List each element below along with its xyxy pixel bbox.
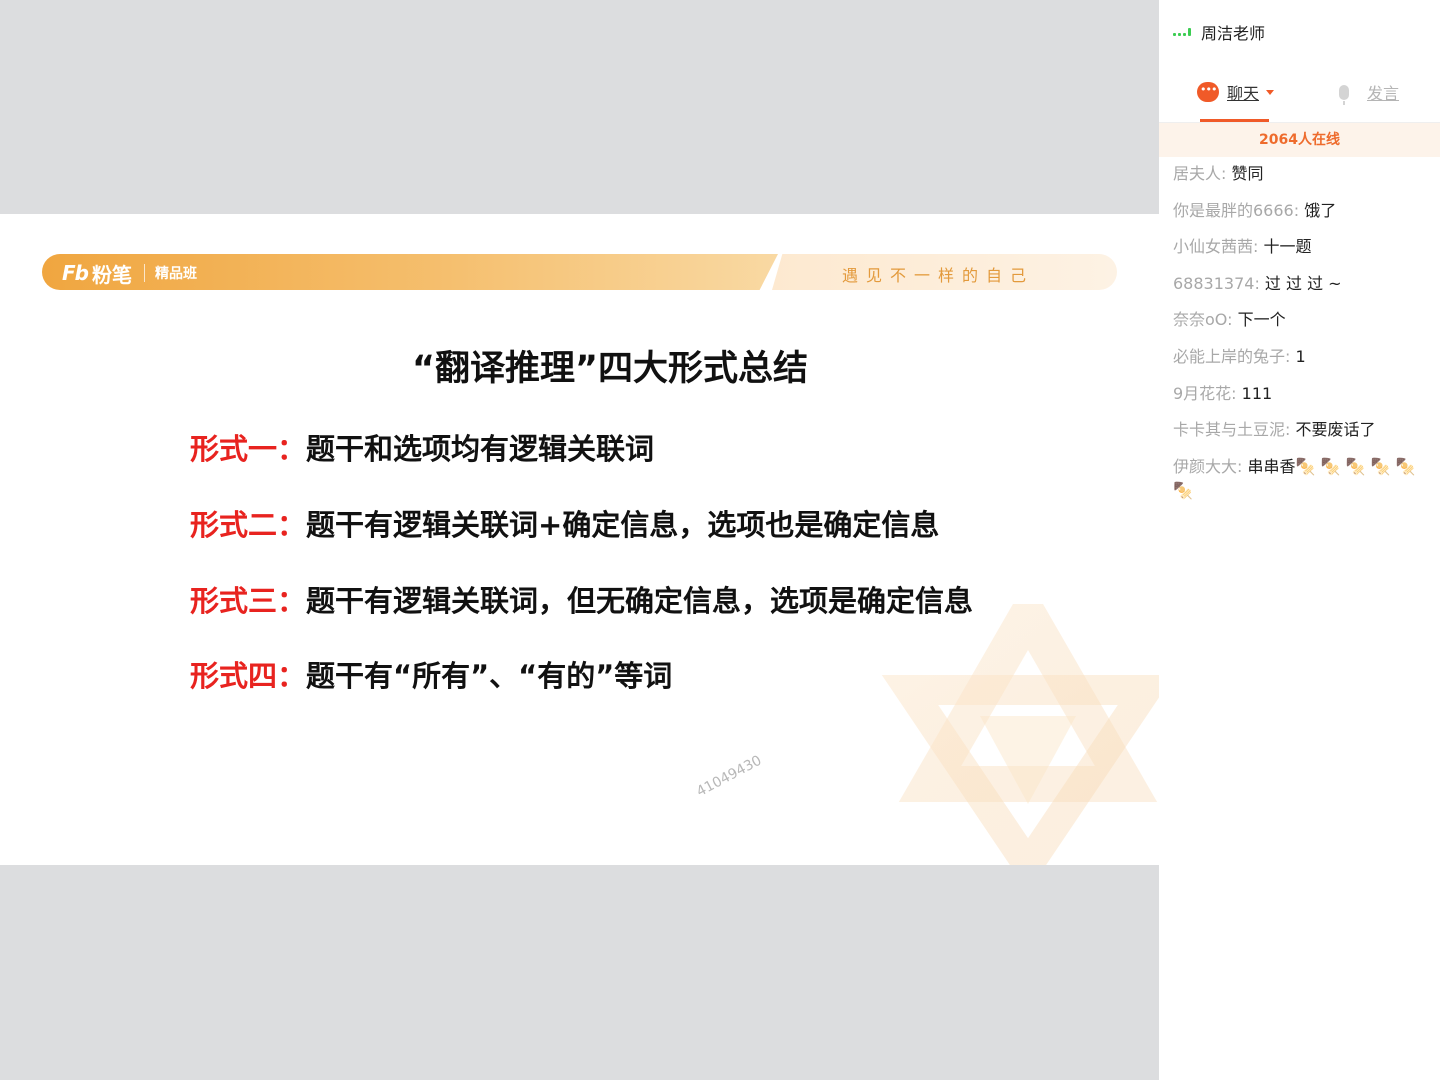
tab-speak-label: 发言 xyxy=(1367,84,1400,103)
teacher-info: 周洁老师 xyxy=(1173,20,1265,44)
message-text: 1 xyxy=(1295,346,1306,366)
sender-name: 9月花花: xyxy=(1173,383,1237,403)
slogan: 遇见不一样的自己 xyxy=(842,266,1035,285)
brand-logo: Fb 粉笔 精品班 xyxy=(62,261,197,287)
form-label: 形式一： xyxy=(190,432,307,466)
chat-bubble-icon xyxy=(1197,82,1219,102)
sender-name: 卡卡其与土豆泥: xyxy=(1173,420,1291,440)
message-text: 不要废话了 xyxy=(1295,420,1376,440)
tab-chat-label: 聊天 xyxy=(1227,84,1260,103)
panel-tabs: 聊天 发言 xyxy=(1159,62,1440,123)
sender-name: 伊颜大大: xyxy=(1173,456,1243,476)
sender-name: 68831374: xyxy=(1173,273,1260,293)
brand-mark: Fb xyxy=(62,261,89,285)
message-text: 十一题 xyxy=(1263,237,1312,257)
chat-message: 伊颜大大: 串串香🍢 🍢 🍢 🍢 🍢 🍢 xyxy=(1173,455,1429,503)
tab-speak[interactable]: 发言 xyxy=(1339,80,1400,105)
message-text: 下一个 xyxy=(1237,310,1286,330)
form-item-2: 形式二：题干有逻辑关联词+确定信息，选项也是确定信息 xyxy=(190,502,939,544)
slogan-banner xyxy=(772,254,1117,290)
brand-name: 粉笔 xyxy=(91,262,132,287)
teacher-name: 周洁老师 xyxy=(1201,24,1266,43)
online-count: 2064人在线 xyxy=(1159,123,1440,157)
watermark: 41049430 xyxy=(694,752,765,801)
message-text: 赞同 xyxy=(1231,164,1264,183)
decorative-star-graphic xyxy=(881,604,1159,865)
sender-name: 你是最胖的6666: xyxy=(1173,200,1300,220)
chat-message: 奈奈oO: 下一个 xyxy=(1173,308,1429,332)
form-text: 题干和选项均有逻辑关联词 xyxy=(306,432,655,466)
form-label: 形式三： xyxy=(190,584,307,618)
live-side-panel: 周洁老师 聊天 发言 2064人在线 居夫人: 赞同 你是最胖的6666: 饿了… xyxy=(1159,0,1440,1080)
microphone-icon xyxy=(1339,84,1349,105)
class-type: 精品班 xyxy=(154,266,197,282)
video-stage: Fb 粉笔 精品班 遇见不一样的自己 “翻译推理”四大形式总结 形式一：题干和选… xyxy=(0,214,1159,865)
chat-message: 68831374: 过 过 过 ~ xyxy=(1173,272,1429,296)
form-label: 形式四： xyxy=(190,659,307,693)
chat-message-list[interactable]: 居夫人: 赞同 你是最胖的6666: 饿了 小仙女茜茜: 十一题 6883137… xyxy=(1173,162,1429,515)
signal-icon xyxy=(1173,28,1191,36)
slide-title: “翻译推理”四大形式总结 xyxy=(411,349,808,389)
logo-divider xyxy=(143,264,145,282)
message-text: 111 xyxy=(1241,383,1273,403)
form-item-4: 形式四：题干有“所有”、“有的”等词 xyxy=(190,653,672,695)
chat-message: 必能上岸的兔子: 1 xyxy=(1173,345,1429,369)
form-text: 题干有逻辑关联词+确定信息，选项也是确定信息 xyxy=(306,508,940,542)
form-text: 题干有“所有”、“有的”等词 xyxy=(306,659,673,693)
active-tab-indicator xyxy=(1200,119,1269,122)
sender-name: 居夫人: xyxy=(1173,164,1227,183)
form-label: 形式二： xyxy=(190,508,307,542)
chevron-down-icon[interactable] xyxy=(1266,89,1275,95)
chat-message: 居夫人: 赞同 xyxy=(1173,162,1429,186)
sender-name: 奈奈oO: xyxy=(1173,310,1233,330)
presentation-slide: Fb 粉笔 精品班 遇见不一样的自己 “翻译推理”四大形式总结 形式一：题干和选… xyxy=(0,214,1159,865)
form-text: 题干有逻辑关联词，但无确定信息，选项是确定信息 xyxy=(306,584,974,618)
chat-message: 你是最胖的6666: 饿了 xyxy=(1173,199,1429,223)
tab-chat[interactable]: 聊天 xyxy=(1197,80,1275,104)
message-text: 过 过 过 ~ xyxy=(1264,273,1342,293)
chat-message: 卡卡其与土豆泥: 不要废话了 xyxy=(1173,418,1429,442)
message-text: 饿了 xyxy=(1304,200,1337,220)
message-text: 串串香🍢 🍢 🍢 🍢 🍢 🍢 xyxy=(1173,456,1416,500)
chat-message: 小仙女茜茜: 十一题 xyxy=(1173,235,1429,259)
sender-name: 必能上岸的兔子: xyxy=(1173,346,1291,366)
chat-message: 9月花花: 111 xyxy=(1173,382,1429,406)
form-item-1: 形式一：题干和选项均有逻辑关联词 xyxy=(190,426,654,468)
form-item-3: 形式三：题干有逻辑关联词，但无确定信息，选项是确定信息 xyxy=(190,578,973,620)
header-banner xyxy=(42,254,778,290)
sender-name: 小仙女茜茜: xyxy=(1173,237,1259,257)
